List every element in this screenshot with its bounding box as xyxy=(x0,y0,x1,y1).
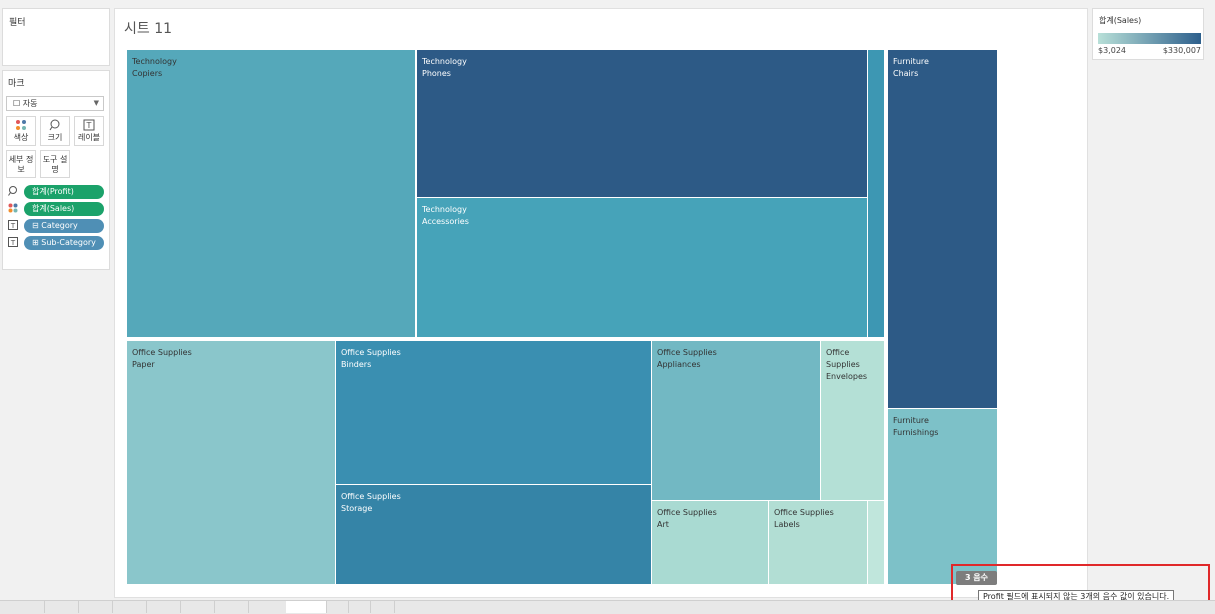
legend-min-value: $3,024 xyxy=(1098,46,1126,55)
pill-row-profit: 합계(Profit) xyxy=(6,185,104,199)
tile-office-paper[interactable]: Office Supplies Paper xyxy=(126,340,336,585)
pill-row-subcategory: T ⊞ Sub-Category xyxy=(6,236,104,250)
sheet-tab[interactable] xyxy=(112,601,147,613)
tile-technology-phones[interactable]: Technology Phones xyxy=(416,49,868,198)
pill-row-category: T ⊟ Category xyxy=(6,219,104,233)
tile-office-small[interactable] xyxy=(867,500,885,585)
sheet-title: 시트 11 xyxy=(124,21,173,37)
pill-row-sales: 합계(Sales) xyxy=(6,202,104,216)
tile-technology-copiers[interactable]: Technology Copiers xyxy=(126,49,416,338)
size-button[interactable]: 크기 xyxy=(40,116,70,146)
detail-label: 세부 정보 xyxy=(8,155,34,174)
legend-title: 합계(Sales) xyxy=(1099,16,1142,25)
pill-category[interactable]: ⊟ Category xyxy=(24,219,104,233)
tile-office-labels[interactable]: Office Supplies Labels xyxy=(768,500,868,585)
tile-sub-label: Art xyxy=(657,520,669,529)
tile-sub-label: Labels xyxy=(774,520,800,529)
tile-office-binders[interactable]: Office Supplies Binders xyxy=(335,340,652,485)
tile-sub-label: Copiers xyxy=(132,69,163,78)
tile-office-art[interactable]: Office Supplies Art xyxy=(651,500,769,585)
filters-shelf[interactable]: 필터 xyxy=(2,8,110,66)
tile-category-label: Office xyxy=(826,348,850,357)
sheet-tab[interactable] xyxy=(78,601,113,613)
tile-category-label: Technology xyxy=(132,57,177,66)
label-icon: T xyxy=(8,237,18,247)
mark-type-value: 자동 xyxy=(22,99,38,108)
tile-category-label: Furniture xyxy=(893,57,929,66)
filters-title: 필터 xyxy=(9,18,26,28)
tile-category-label: Office Supplies xyxy=(341,492,401,501)
marks-title: 마크 xyxy=(8,79,25,89)
label-icon: T xyxy=(75,119,103,133)
sheet-tab[interactable] xyxy=(370,601,395,613)
tile-category-label: Office Supplies xyxy=(657,348,717,357)
color-button[interactable]: 색상 xyxy=(6,116,36,146)
tile-category-label: Technology xyxy=(422,205,467,214)
sheet-tab-strip xyxy=(0,600,1215,614)
color-icon xyxy=(8,203,18,213)
tooltip-button[interactable]: 도구 설명 xyxy=(40,150,70,178)
tile-sub-label: Furnishings xyxy=(893,428,939,437)
sheet-tab[interactable] xyxy=(0,601,45,613)
tile-office-storage[interactable]: Office Supplies Storage xyxy=(335,484,652,585)
tile-sub-label: Appliances xyxy=(657,360,701,369)
tile-sub-label: Accessories xyxy=(422,217,469,226)
svg-text:T: T xyxy=(10,239,16,247)
size-icon xyxy=(8,186,18,196)
tile-office-appliances[interactable]: Office Supplies Appliances xyxy=(651,340,821,501)
tile-sub-label: Binders xyxy=(341,360,372,369)
tile-sub-label: Supplies Envelopes xyxy=(826,360,868,381)
size-label: 크기 xyxy=(47,133,63,142)
color-label: 색상 xyxy=(13,133,29,142)
pill-subcategory[interactable]: ⊞ Sub-Category xyxy=(24,236,104,250)
label-icon: T xyxy=(8,220,18,230)
tile-category-label: Office Supplies xyxy=(132,348,192,357)
tile-furniture-furnishings[interactable]: Furniture Furnishings xyxy=(887,408,998,585)
tile-category-label: Office Supplies xyxy=(341,348,401,357)
color-icon xyxy=(7,119,35,133)
tile-sub-label: Chairs xyxy=(893,69,919,78)
legend-gradient-bar xyxy=(1098,33,1201,44)
tile-category-label: Office Supplies xyxy=(774,508,834,517)
pill-sales[interactable]: 합계(Sales) xyxy=(24,202,104,216)
sheet-tab[interactable] xyxy=(214,601,249,613)
sheet-tab[interactable] xyxy=(326,601,349,613)
label-label: 레이블 xyxy=(77,133,101,142)
tile-sub-label: Paper xyxy=(132,360,155,369)
legend-max-value: $330,007 xyxy=(1162,46,1201,55)
tooltip-label: 도구 설명 xyxy=(42,155,68,174)
chevron-down-icon: ▼ xyxy=(93,99,99,107)
mark-type-dropdown[interactable]: ☐ 자동 ▼ xyxy=(6,96,104,111)
tile-category-label: Office Supplies xyxy=(657,508,717,517)
mark-type-icon: ☐ xyxy=(13,99,23,108)
sheet-tab[interactable] xyxy=(348,601,371,613)
tile-category-label: Furniture xyxy=(893,416,929,425)
sheet-tab[interactable] xyxy=(180,601,215,613)
sheet-tab[interactable] xyxy=(248,601,287,613)
nulls-indicator[interactable]: 3 음수 xyxy=(956,571,997,585)
pill-profit[interactable]: 합계(Profit) xyxy=(24,185,104,199)
tile-technology-accessories[interactable]: Technology Accessories xyxy=(416,197,868,338)
tile-technology-machines[interactable] xyxy=(867,49,885,338)
tile-category-label: Technology xyxy=(422,57,467,66)
tile-sub-label: Phones xyxy=(422,69,451,78)
sheet-tab[interactable] xyxy=(146,601,181,613)
svg-text:T: T xyxy=(86,121,92,130)
tile-furniture-chairs[interactable]: Furniture Chairs xyxy=(887,49,998,409)
label-button[interactable]: T 레이블 xyxy=(74,116,104,146)
sheet-tab[interactable] xyxy=(44,601,79,613)
detail-button[interactable]: 세부 정보 xyxy=(6,150,36,178)
sheet-tab-active[interactable] xyxy=(286,601,327,613)
svg-text:T: T xyxy=(10,222,16,230)
tile-sub-label: Storage xyxy=(341,504,373,513)
tile-office-envelopes[interactable]: Office Supplies Envelopes xyxy=(820,340,885,501)
size-icon xyxy=(41,119,69,133)
